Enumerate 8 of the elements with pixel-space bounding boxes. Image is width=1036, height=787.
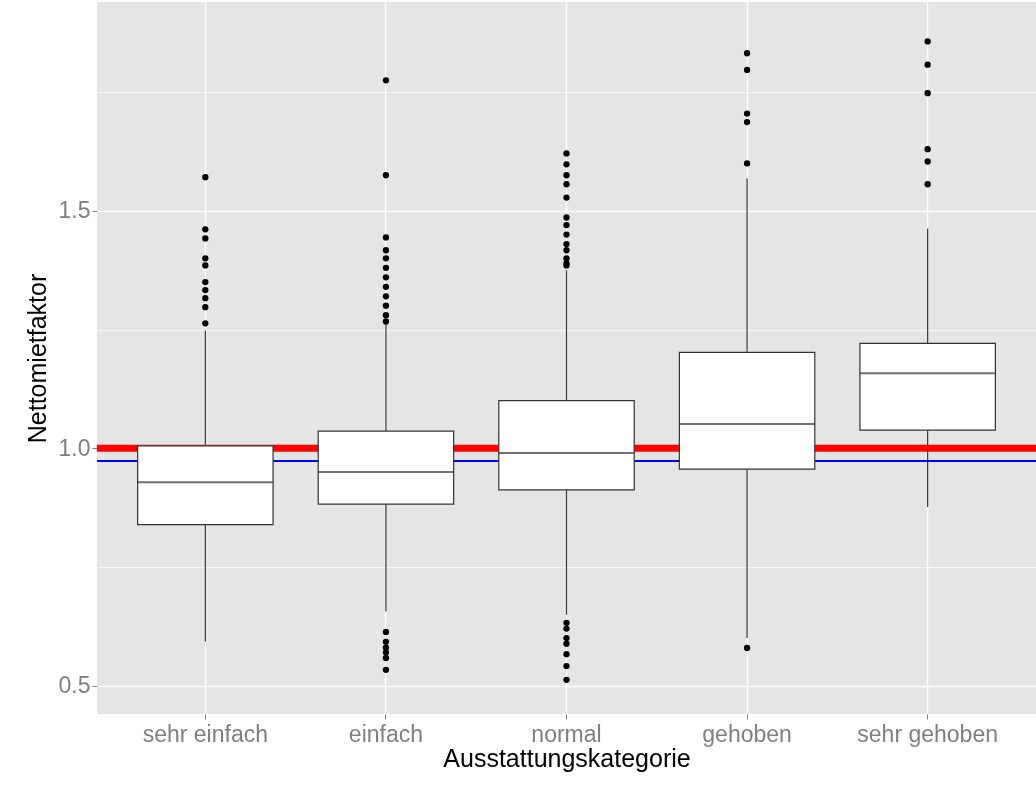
x-tick-label: sehr einfach [142,720,268,747]
y-tick-label: 1.0 [58,434,91,461]
x-tick-label: einfach [348,720,424,747]
x-tick-label: gehoben [702,720,792,747]
y-tick-label: 1.5 [58,197,91,224]
y-tick-label: 0.5 [58,672,91,699]
y-axis-title: Nettomietfaktor [22,273,51,444]
x-tick-label: sehr gehoben [857,720,998,747]
